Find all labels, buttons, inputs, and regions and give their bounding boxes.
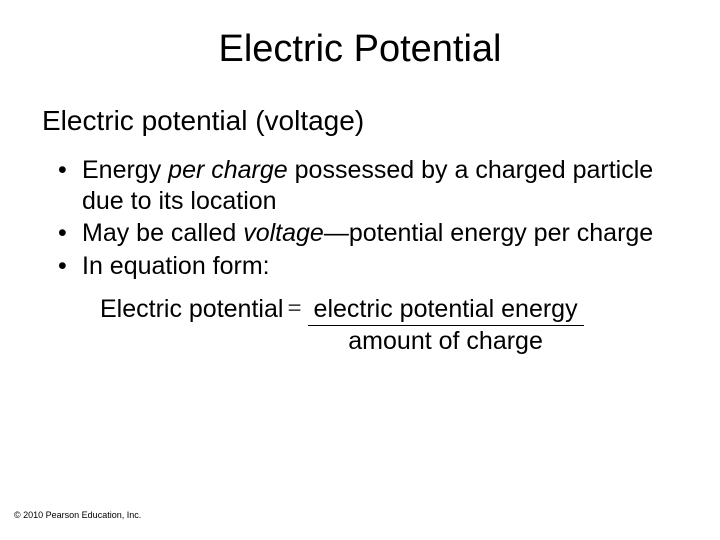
bullet-text-pre: May be called <box>82 219 243 247</box>
equation-fraction: electric potential energy amount of char… <box>308 295 584 356</box>
bullet-text-pre: In equation form: <box>82 252 270 280</box>
bullet-text-em: per charge <box>168 156 288 184</box>
equation: Electric potential = electric potential … <box>100 295 680 356</box>
bullet-list: Energy per charge possessed by a charged… <box>58 155 680 281</box>
slide-subtitle: Electric potential (voltage) <box>42 105 680 137</box>
equals-icon: = <box>283 295 307 323</box>
bullet-item: Energy per charge possessed by a charged… <box>58 155 680 216</box>
bullet-item: May be called voltage—potential energy p… <box>58 218 680 249</box>
equation-lhs: Electric potential <box>100 295 283 324</box>
bullet-text-pre: Energy <box>82 156 168 184</box>
copyright-text: © 2010 Pearson Education, Inc. <box>14 510 141 520</box>
bullet-text-em: voltage <box>243 219 324 247</box>
bullet-text-post: —potential energy per charge <box>324 219 653 247</box>
slide: Electric Potential Electric potential (v… <box>0 0 720 540</box>
equation-denominator: amount of charge <box>348 326 543 356</box>
bullet-item: In equation form: <box>58 251 680 282</box>
equation-numerator: electric potential energy <box>308 295 584 326</box>
slide-title: Electric Potential <box>40 28 680 71</box>
